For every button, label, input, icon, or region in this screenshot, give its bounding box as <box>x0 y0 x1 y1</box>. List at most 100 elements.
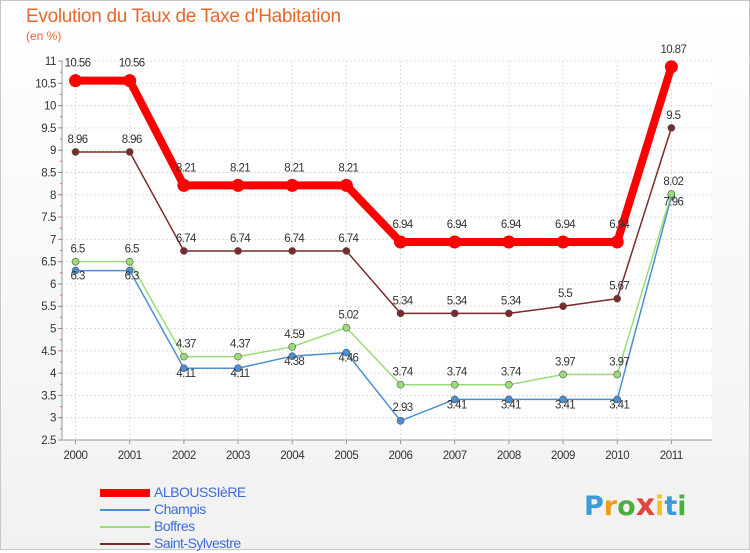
data-point <box>396 380 405 389</box>
data-point <box>125 257 134 266</box>
data-label: 6.74 <box>338 233 359 245</box>
data-point <box>177 178 191 192</box>
data-label: 6.94 <box>393 219 414 231</box>
data-label: 5.34 <box>447 295 468 307</box>
data-label: 4.59 <box>284 329 304 341</box>
y-tick-label: 7.5 <box>41 212 56 224</box>
data-point <box>448 235 462 249</box>
x-tick-label: 2011 <box>660 450 683 462</box>
y-tick-label: 9.5 <box>41 123 56 135</box>
data-point <box>613 395 622 404</box>
logo-letter: i <box>655 491 665 522</box>
data-label: 5.02 <box>338 310 358 322</box>
data-point <box>125 266 134 275</box>
data-label: 10.56 <box>119 58 145 70</box>
x-tick-label: 2000 <box>64 450 88 462</box>
data-label: 4.37 <box>176 339 196 351</box>
data-label: 5.34 <box>501 295 522 307</box>
x-tick-label: 2001 <box>118 450 142 462</box>
data-point <box>556 235 570 249</box>
data-label: 3.74 <box>447 367 468 379</box>
data-point <box>450 380 459 389</box>
y-tick-label: 11 <box>45 56 56 68</box>
y-tick-label: 5 <box>50 324 56 336</box>
data-label: 6.3 <box>70 271 84 283</box>
data-label: 8.21 <box>338 162 358 174</box>
x-tick-label: 2009 <box>551 450 575 462</box>
data-label: 5.5 <box>558 288 572 300</box>
data-point <box>505 395 513 404</box>
data-point <box>396 417 405 425</box>
data-point <box>180 352 188 361</box>
data-point <box>71 257 80 266</box>
data-point <box>559 302 567 311</box>
data-label: 4.11 <box>230 368 249 380</box>
chart-title: Evolution du Taux de Taxe d'Habitation <box>26 6 341 27</box>
series-line-3 <box>75 127 673 315</box>
y-tick-label: 2.5 <box>41 435 56 447</box>
data-point <box>342 348 351 357</box>
data-point <box>450 309 459 318</box>
data-label: 6.94 <box>447 219 468 231</box>
data-label: 6.74 <box>230 233 251 245</box>
data-label: 6.94 <box>555 219 576 231</box>
y-tick-label: 3 <box>50 413 56 425</box>
plot-area <box>62 61 712 440</box>
y-tick-label: 6 <box>50 279 56 291</box>
data-label: 3.74 <box>393 367 414 379</box>
logo-letter: r <box>603 491 618 522</box>
y-tick-label: 8 <box>50 190 56 202</box>
data-label: 2.93 <box>393 402 413 414</box>
legend-label: Champis <box>154 501 206 517</box>
y-tick-label: 4.5 <box>41 346 56 358</box>
data-point <box>342 323 351 332</box>
data-point <box>71 148 80 156</box>
proxiti-logo: Proxiti <box>584 488 687 523</box>
data-label: 8.21 <box>176 162 196 174</box>
data-point <box>450 395 459 404</box>
data-point <box>339 178 353 192</box>
legend-swatch <box>100 509 150 511</box>
data-point <box>610 235 624 249</box>
legend-swatch <box>100 489 150 497</box>
data-point <box>394 235 408 249</box>
logo-letter: o <box>617 491 636 522</box>
data-label: 6.5 <box>70 244 84 256</box>
data-point <box>234 364 242 373</box>
data-label: 4.38 <box>284 356 304 368</box>
data-label: 3.41 <box>447 399 467 411</box>
chart-subtitle: (en %) <box>26 29 62 43</box>
data-label: 6.5 <box>125 244 139 256</box>
x-tick-label: 2004 <box>280 450 305 462</box>
data-point <box>505 309 513 318</box>
y-tick-label: 5.5 <box>41 301 56 313</box>
data-label: 8.96 <box>122 134 142 146</box>
y-tick-label: 8.5 <box>41 167 56 179</box>
data-label: 4.46 <box>338 353 358 365</box>
data-point <box>180 364 188 373</box>
y-tick-label: 10 <box>44 101 56 113</box>
data-point <box>502 235 516 249</box>
x-tick-label: 2003 <box>226 450 250 462</box>
data-point <box>288 247 297 255</box>
data-point <box>288 343 297 351</box>
data-point <box>285 178 299 192</box>
data-label: 4.11 <box>176 368 195 380</box>
legend-label: ALBOUSSIèRE <box>154 484 246 500</box>
data-point <box>71 266 80 275</box>
data-label: 5.67 <box>609 281 629 293</box>
data-label: 3.41 <box>609 399 629 411</box>
y-tick-label: 3.5 <box>41 390 56 402</box>
legend-swatch <box>100 526 150 528</box>
data-point <box>664 60 678 74</box>
data-label: 3.97 <box>555 356 575 368</box>
legend-label: Saint-Sylvestre <box>154 535 241 551</box>
data-label: 10.87 <box>660 44 686 56</box>
data-point <box>288 352 297 360</box>
data-point <box>125 148 134 156</box>
data-point <box>667 190 676 198</box>
data-label: 8.96 <box>68 134 88 146</box>
data-point <box>123 74 137 88</box>
y-tick-label: 4 <box>50 368 57 380</box>
